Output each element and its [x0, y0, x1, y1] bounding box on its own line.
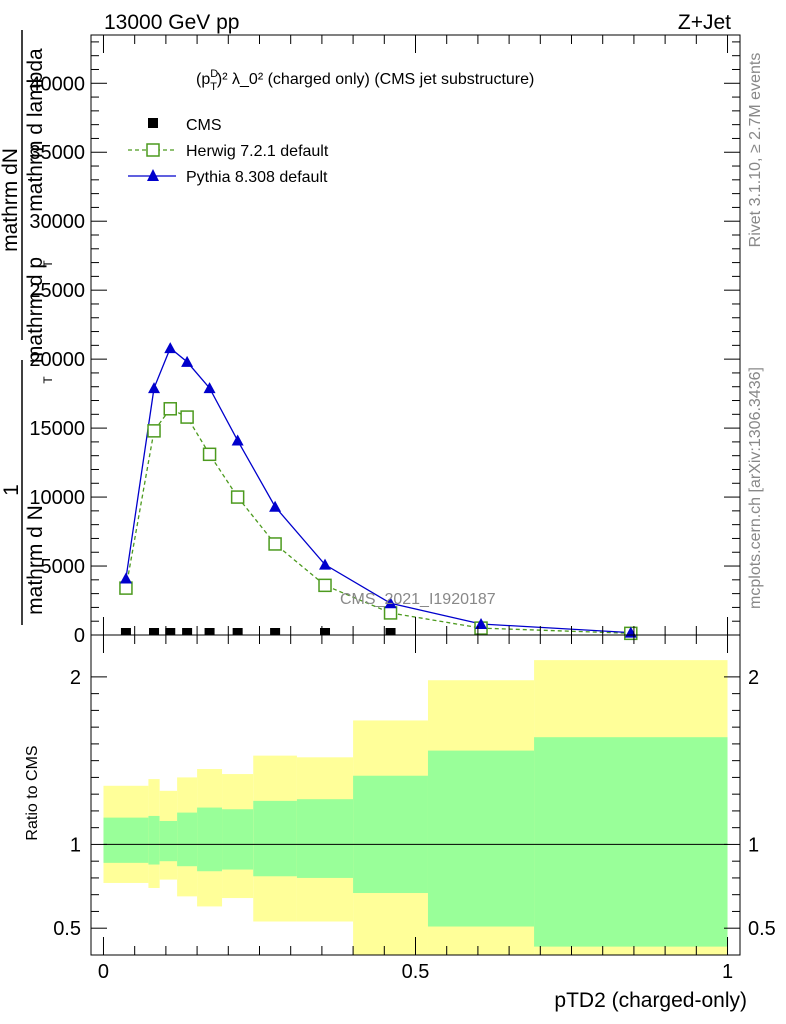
- ylabel-line-5: mathrm d lambda: [24, 48, 47, 212]
- header-left: 13000 GeV pp: [104, 11, 239, 34]
- ratio-ytick-label-right-1: 1: [748, 834, 759, 856]
- ratio-inner-band-4: [197, 807, 223, 872]
- cms-point-5: [232, 628, 243, 635]
- header-right: Z+Jet: [678, 11, 731, 34]
- ratio-xtick-label-2: 1: [722, 961, 733, 983]
- main-ytick-label-5: 25000: [29, 280, 85, 302]
- herwig-point-7: [318, 578, 332, 593]
- herwig-point-6: [268, 537, 282, 551]
- ratio-inner-band-10: [534, 737, 728, 947]
- legend: CMS Herwig 7.2.1 default Pythia 8.308 de…: [128, 117, 329, 186]
- legend-pythia-label: Pythia 8.308 default: [186, 169, 328, 186]
- ratio-ytick-label-left-1: 1: [70, 834, 81, 856]
- main-title: (pD T)² λ_0² (charged only) (CMS jet subs…: [196, 68, 534, 93]
- ratio-inner-band-2: [159, 820, 178, 862]
- legend-entry-pythia: Pythia 8.308 default: [128, 169, 328, 186]
- pythia-point-2: [164, 342, 177, 354]
- xticks: 0 0.5 1: [98, 35, 733, 983]
- ratio-inner-band-8: [353, 775, 428, 894]
- rivet-label: Rivet 3.1.10, ≥ 2.7M events: [747, 53, 764, 248]
- herwig-point-0: [119, 581, 133, 595]
- ratio-inner-band-5: [222, 809, 254, 870]
- main-yticks: 0 5000 10000 15000 20000 25000 30000 35000 40000: [29, 41, 740, 647]
- main-title-base: (p: [196, 71, 210, 88]
- pythia-point-1: [148, 382, 161, 394]
- ratio-ylabel: Ratio to CMS: [24, 745, 41, 840]
- main-ytick-label-0: 0: [74, 625, 85, 647]
- ylabel-line-3: mathrm dN: [0, 148, 22, 252]
- main-title-rest: )² λ_0² (charged only) (CMS jet substruc…: [217, 71, 534, 88]
- cms-point-0: [120, 628, 131, 635]
- main-ylabel: 1 mathrm d N mathrm dN mathrm d p mathrm…: [0, 30, 55, 625]
- ratio-inner-band-9: [427, 750, 535, 927]
- pythia-point-7: [319, 558, 332, 570]
- legend-pythia-marker: [147, 169, 159, 181]
- cms-point-2: [165, 628, 176, 635]
- ylabel-sub-1: T: [41, 260, 55, 268]
- pythia-point-0: [119, 572, 132, 584]
- main-ytick-label-4: 20000: [29, 349, 85, 371]
- ratio-xlabel: pTD2 (charged-only): [554, 989, 747, 1012]
- ratio-inner-band-0: [103, 817, 149, 863]
- ratio-xtick-label-0: 0: [98, 961, 109, 983]
- watermark: CMS_2021_I1920187: [340, 591, 496, 608]
- herwig-point-2: [163, 402, 178, 416]
- main-ytick-label-2: 10000: [29, 487, 85, 509]
- mcplots-label: mcplots.cern.ch [arXiv:1306.3436]: [747, 367, 764, 609]
- ratio-xtick-label-1: 0.5: [402, 961, 430, 983]
- ratio-inner-band-6: [253, 800, 297, 877]
- ratio-ytick-label-right-0: 0.5: [748, 918, 776, 940]
- cms-point-7: [320, 628, 331, 635]
- ratio-inner-band-1: [148, 815, 160, 865]
- herwig-point-3: [180, 410, 194, 424]
- ylabel-line-2: mathrm d N: [24, 505, 47, 615]
- ylabel-line-1: 1: [0, 484, 23, 496]
- pythia-point-3: [181, 355, 194, 367]
- ylabel-line-4: mathrm d p: [24, 257, 47, 363]
- legend-herwig-label: Herwig 7.2.1 default: [186, 143, 329, 160]
- pythia-point-5: [231, 434, 244, 446]
- main-ytick-label-7: 35000: [29, 142, 85, 164]
- legend-cms-label: CMS: [186, 117, 222, 134]
- cms-point-3: [182, 628, 193, 635]
- pythia-point-6: [269, 500, 282, 512]
- ratio-ytick-label-left-0: 0.5: [53, 918, 81, 940]
- legend-entry-herwig: Herwig 7.2.1 default: [128, 143, 329, 160]
- main-ytick-label-8: 40000: [29, 73, 85, 95]
- main-ytick-label-1: 5000: [41, 556, 86, 578]
- cms-point-8: [385, 628, 396, 635]
- pythia-point-4: [203, 382, 216, 394]
- main-ytick-label-3: 15000: [29, 418, 85, 440]
- cms-point-1: [149, 628, 160, 635]
- legend-cms-marker: [148, 118, 158, 128]
- series-line-1: [125, 407, 631, 634]
- cms-point-6: [270, 628, 281, 635]
- herwig-point-8: [383, 606, 398, 620]
- main-title-sub: T: [210, 81, 217, 93]
- main-ytick-label-6: 30000: [29, 211, 85, 233]
- ratio-ytick-label-right-2: 2: [748, 667, 759, 689]
- pythia-point-8: [384, 597, 397, 609]
- legend-herwig-marker: [146, 143, 160, 157]
- cms-point-4: [204, 628, 215, 635]
- herwig-point-4: [202, 447, 217, 462]
- main-title-sup: D: [210, 68, 218, 80]
- herwig-point-5: [230, 490, 245, 504]
- ratio-yticks: 0.5 0.5 1 1 2 2: [53, 667, 776, 940]
- ylabel-sub-2: T: [41, 376, 55, 384]
- ratio-ytick-label-left-2: 2: [70, 667, 81, 689]
- ratio-inner-band-3: [177, 812, 198, 867]
- legend-entry-cms: CMS: [148, 117, 222, 134]
- ratio-bands: [103, 660, 728, 955]
- herwig-point-1: [147, 424, 161, 438]
- series-line-2: [125, 347, 631, 634]
- ratio-inner-band-7: [296, 799, 354, 878]
